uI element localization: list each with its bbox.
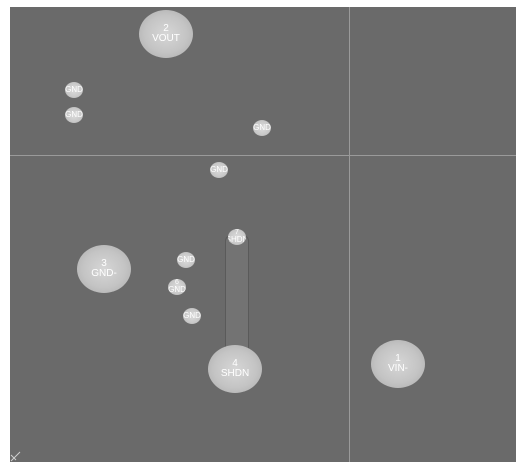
pad-label: GND	[210, 164, 228, 174]
gnd-pad[interactable]: GND	[253, 120, 271, 136]
pad-number: 7	[235, 229, 239, 237]
pad-label: SHDN	[228, 235, 246, 245]
pad-number: 3	[101, 257, 107, 269]
pad-3-gnd-minus[interactable]: 3 GND-	[77, 245, 131, 293]
gnd-pad[interactable]: GND	[65, 107, 83, 123]
pad-number: 4	[232, 357, 238, 369]
pad-label: GND	[253, 122, 271, 132]
gnd-pad[interactable]: GND	[65, 82, 83, 98]
pad-label: SHDN	[220, 368, 250, 379]
pcb-canvas[interactable]: 2 VOUT GND GND GND GND 7 SHDN 3 GND- GND…	[10, 7, 516, 462]
origin-cross-icon	[10, 451, 21, 462]
pad-label: GND	[168, 285, 186, 295]
pad-7-shdn[interactable]: 7 SHDN	[228, 229, 246, 245]
pad-4-shdn[interactable]: 4 SHDN	[208, 345, 262, 393]
pad-6-gnd[interactable]: 6 GND	[168, 279, 186, 295]
pad-number: 1	[395, 352, 401, 364]
pad-label: GND	[65, 84, 83, 94]
pad-number: 6	[175, 279, 179, 287]
pad-number: 2	[163, 22, 169, 34]
gnd-pad[interactable]: GND	[210, 162, 228, 178]
pad-label: GND	[183, 310, 201, 320]
grid-line-horizontal	[10, 155, 516, 156]
pad-2-vout[interactable]: 2 VOUT	[139, 10, 193, 58]
pad-label: GND	[65, 109, 83, 119]
pad-1-vin-minus[interactable]: 1 VIN-	[371, 340, 425, 388]
pad-label: VIN-	[388, 363, 408, 374]
grid-line-vertical	[349, 7, 350, 462]
gnd-pad[interactable]: GND	[183, 308, 201, 324]
pad-label: VOUT	[152, 33, 180, 44]
shdn-trace[interactable]	[225, 235, 249, 360]
pad-label: GND-	[91, 268, 117, 279]
pad-label: GND	[177, 254, 195, 264]
gnd-pad[interactable]: GND	[177, 252, 195, 268]
